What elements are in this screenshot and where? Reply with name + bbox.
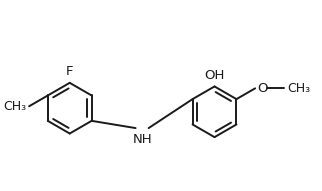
Text: CH₃: CH₃ xyxy=(287,82,310,95)
Text: NH: NH xyxy=(132,133,152,146)
Text: O: O xyxy=(258,82,268,95)
Text: F: F xyxy=(66,65,73,78)
Text: OH: OH xyxy=(204,69,225,82)
Text: CH₃: CH₃ xyxy=(3,100,26,113)
